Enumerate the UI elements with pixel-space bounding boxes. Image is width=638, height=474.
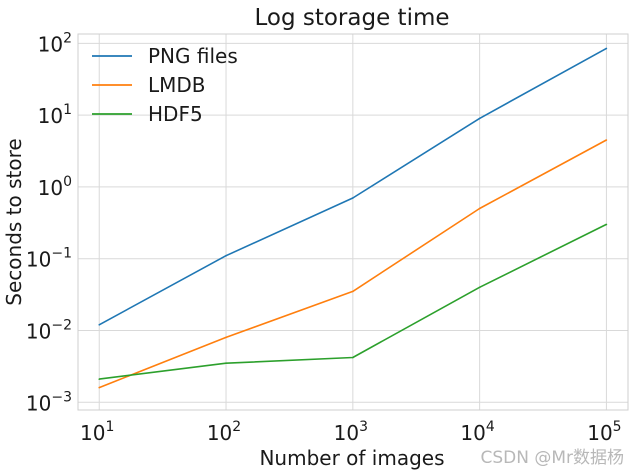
- legend-label: HDF5: [148, 102, 203, 126]
- x-tick-label: 105: [587, 419, 621, 445]
- y-tick-label: 10−2: [26, 317, 72, 343]
- data-point: [605, 47, 608, 50]
- data-point: [352, 197, 354, 199]
- grid: [78, 34, 628, 410]
- legend-label: PNG files: [148, 44, 238, 68]
- x-tick-label: 102: [207, 419, 241, 445]
- y-tick-label: 102: [38, 30, 72, 56]
- series-lines: [98, 47, 608, 389]
- watermark-text: CSDN @Mr数据杨: [480, 448, 624, 468]
- y-axis-label: Seconds to store: [2, 138, 26, 305]
- data-point: [478, 117, 481, 120]
- x-tick-label: 101: [80, 419, 114, 445]
- data-point: [605, 223, 608, 226]
- y-tick-label: 101: [38, 102, 72, 128]
- data-point: [225, 362, 227, 365]
- y-tick-labels: 10−3 10−2 10−1 100 101 102: [26, 30, 72, 415]
- legend-label: LMDB: [148, 73, 206, 97]
- data-point: [352, 290, 354, 293]
- data-point: [352, 356, 354, 359]
- data-point: [225, 254, 227, 257]
- data-point: [605, 139, 608, 141]
- legend: PNG files LMDB HDF5: [92, 44, 238, 126]
- data-point: [478, 286, 481, 289]
- data-point: [478, 207, 481, 210]
- x-tick-labels: 101 102 103 104 105: [80, 419, 622, 445]
- data-point: [98, 386, 101, 389]
- y-tick-label: 10−3: [26, 389, 72, 415]
- plot-frame: [77, 33, 629, 411]
- data-point: [225, 336, 227, 339]
- x-tick-label: 104: [460, 419, 494, 445]
- data-point: [98, 378, 101, 380]
- x-axis-label: Number of images: [259, 446, 444, 470]
- y-tick-label: 10−1: [26, 246, 72, 272]
- x-tick-label: 103: [334, 419, 368, 445]
- y-tick-label: 100: [38, 174, 72, 200]
- data-point: [98, 323, 101, 326]
- chart-title: Log storage time: [254, 5, 449, 31]
